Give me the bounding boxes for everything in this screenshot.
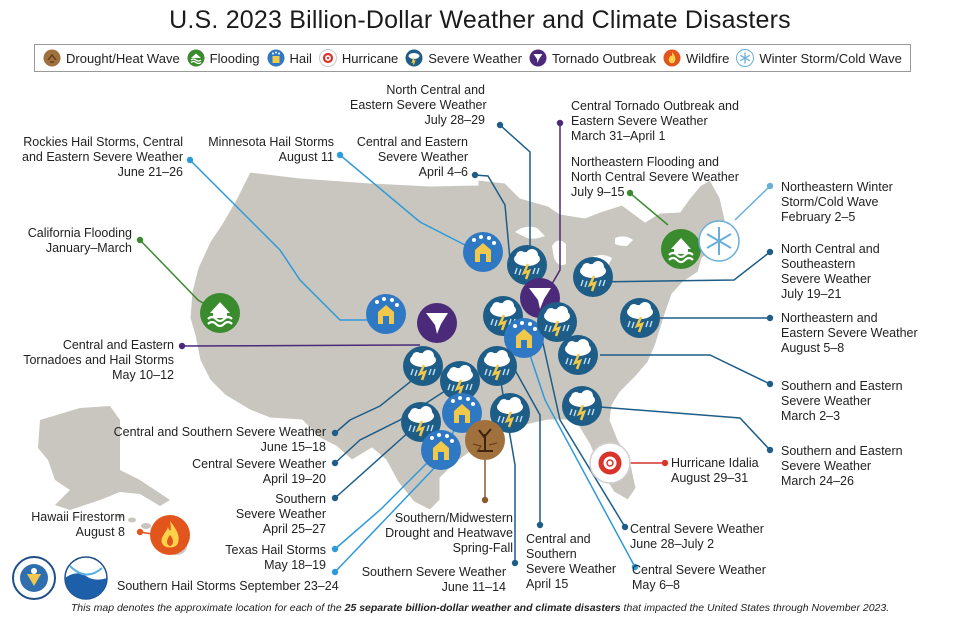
legend-label: Flooding	[209, 50, 260, 66]
label-southern-eastern-mar2: Southern and Eastern Severe Weather March …	[781, 379, 903, 423]
label-central-southern-jun15: Central and Southern Severe Weather June …	[113, 425, 326, 454]
map-title: U.S. 2023 Billion-Dollar Weather and Cli…	[169, 6, 791, 34]
label-california-flooding: California Flooding January–March	[27, 226, 132, 255]
severe-marker-jun11	[488, 391, 532, 435]
legend-label: Hurricane	[341, 50, 399, 66]
hurricane-marker-idalia	[590, 443, 630, 483]
wildfire-icon	[663, 49, 681, 67]
hail-marker-southern	[421, 430, 461, 470]
flooding-marker-northeast	[659, 227, 703, 271]
drought-icon	[43, 49, 61, 67]
hail-marker-texas	[442, 393, 482, 433]
label-central-apr19: Central Severe Weather April 19–20	[192, 457, 326, 486]
flooding-icon	[187, 49, 205, 67]
severe-marker-jun15	[401, 344, 445, 388]
hawaii-shape	[117, 514, 187, 555]
severe-marker-jul9	[535, 300, 579, 344]
wildfire-marker-hawaii	[150, 515, 190, 555]
label-cs-apr15: Central and Southern Severe Weather April 1…	[526, 532, 617, 591]
legend-item-hurricane: Hurricane	[318, 49, 399, 67]
severe-marker-apr4	[505, 243, 549, 287]
legend-item-wildfire: Wildfire	[663, 49, 729, 67]
label-central-eastern-apr4: Central and Eastern Severe Weather April 4…	[356, 135, 468, 179]
drought-marker	[464, 419, 506, 461]
severe-marker-jul19	[571, 255, 615, 299]
legend-label: Tornado Outbreak	[551, 50, 657, 66]
label-southern-jun11: Southern Severe Weather June 11–14	[361, 565, 506, 594]
label-ce-tornado-hail: Central and Eastern Tornadoes and Hail St…	[23, 338, 174, 382]
hail-icon	[267, 49, 285, 67]
hail-marker-minnesota	[463, 232, 503, 272]
flooding-marker-california	[198, 291, 242, 335]
legend-label: Hail	[289, 50, 312, 66]
label-minnesota-hail: Minnesota Hail Storms August 11	[208, 135, 334, 164]
label-nc-se-jul19: North Central and Southeastern Severe Weat…	[781, 242, 880, 301]
winter-storm-icon	[736, 49, 755, 67]
severe-marker-aug5	[618, 296, 662, 340]
hail-marker-rockies	[366, 294, 406, 334]
doc-seal	[12, 556, 56, 600]
legend-label: Severe Weather	[428, 50, 522, 66]
label-ne-winter: Northeastern Winter Storm/Cold Wave Februa…	[781, 180, 893, 224]
label-ne-flooding: Northeastern Flooding and North Central S…	[571, 155, 739, 199]
label-southern-apr25: Southern Severe Weather April 25–27	[235, 492, 326, 536]
label-texas-hail: Texas Hail Storms May 18–19	[225, 543, 326, 572]
legend: Drought/Heat Wave Flooding Hail Hurrican…	[34, 44, 911, 72]
severe-marker-jul28	[481, 294, 525, 338]
severe-marker-mar2	[556, 333, 600, 377]
hail-marker-may10	[504, 318, 544, 358]
legend-item-flooding: Flooding	[187, 49, 260, 67]
label-hawaii-firestorm: Hawaii Firestorm August 8	[31, 510, 125, 539]
legend-item-severe: Severe Weather	[405, 49, 522, 67]
legend-label: Winter Storm/Cold Wave	[759, 50, 902, 66]
severe-weather-icon	[405, 49, 423, 67]
legend-item-hail: Hail	[267, 49, 312, 67]
label-nc-eastern-jul28: North Central and Eastern Severe Weather J…	[350, 83, 487, 127]
label-southern-eastern-mar24: Southern and Eastern Severe Weather March …	[781, 444, 903, 488]
severe-marker-apr19	[438, 359, 482, 403]
hurricane-icon	[318, 49, 337, 67]
label-central-tornado-mar31: Central Tornado Outbreak and Eastern Seve…	[571, 99, 739, 143]
severe-marker-mar24	[560, 384, 604, 428]
legend-label: Wildfire	[686, 50, 730, 66]
tornado-icon	[529, 49, 547, 67]
label-central-may6: Central Severe Weather May 6–8	[632, 563, 766, 592]
label-hurricane-idalia: Hurricane Idalia August 29–31	[671, 456, 759, 485]
tornado-marker-central-eastern	[417, 303, 457, 343]
noaa-logo	[64, 556, 108, 600]
legend-item-drought: Drought/Heat Wave	[43, 49, 180, 67]
legend-label: Drought/Heat Wave	[66, 50, 180, 66]
label-ne-eastern-aug5: Northeastern and Eastern Severe Weather Au…	[781, 311, 918, 355]
severe-marker-apr15	[475, 344, 519, 388]
winter-marker-northeast	[698, 220, 740, 262]
label-rockies: Rockies Hail Storms, Central and Eastern …	[22, 135, 183, 179]
legend-item-winter: Winter Storm/Cold Wave	[736, 49, 902, 67]
tornado-marker-central-mar31	[520, 278, 560, 318]
legend-item-tornado: Tornado Outbreak	[529, 49, 656, 67]
great-lakes-shape	[515, 226, 633, 267]
label-central-jun28: Central Severe Weather June 28–July 2	[630, 522, 764, 551]
severe-marker-apr25	[399, 400, 443, 444]
label-drought: Southern/Midwestern Drought and Heatwave S…	[385, 511, 513, 555]
footnote: This map denotes the approximate locatio…	[70, 602, 890, 614]
label-southern-hail: Southern Hail Storms September 23–24	[117, 579, 339, 593]
